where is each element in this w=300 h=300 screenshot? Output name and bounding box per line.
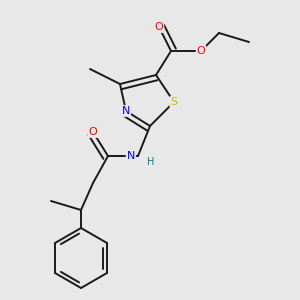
- Text: N: N: [127, 151, 135, 161]
- Text: O: O: [154, 22, 164, 32]
- Text: O: O: [88, 127, 98, 137]
- Text: S: S: [170, 97, 178, 107]
- Text: N: N: [122, 106, 130, 116]
- Text: H: H: [147, 157, 154, 167]
- Text: O: O: [196, 46, 206, 56]
